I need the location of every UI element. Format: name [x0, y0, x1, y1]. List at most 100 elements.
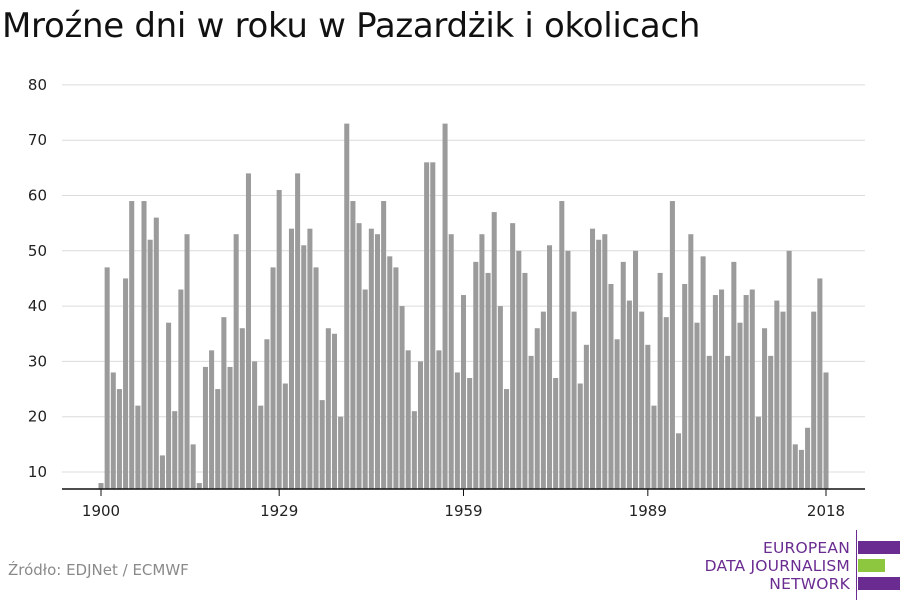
bar — [362, 289, 368, 489]
bar — [528, 355, 534, 489]
bar — [436, 350, 442, 489]
bar — [534, 328, 540, 489]
bar — [301, 245, 307, 489]
bar — [417, 361, 424, 489]
bar — [338, 416, 344, 489]
bar — [344, 123, 350, 490]
logo-bar-2 — [858, 559, 885, 572]
bar — [166, 322, 172, 489]
bar — [393, 267, 399, 489]
bar — [467, 377, 473, 489]
bar — [288, 228, 294, 489]
y-tick-label: 10 — [28, 463, 47, 481]
bar — [270, 267, 276, 489]
bar — [313, 267, 319, 489]
bar — [811, 311, 817, 489]
bar — [387, 256, 393, 489]
bar — [755, 416, 761, 489]
bar — [608, 283, 614, 489]
bar — [602, 234, 608, 489]
logo-bar-3 — [858, 577, 900, 590]
bar — [516, 250, 522, 489]
bar — [135, 405, 141, 489]
bar — [663, 317, 669, 489]
bar — [780, 311, 786, 489]
bar — [319, 400, 325, 489]
y-tick-label: 70 — [28, 131, 47, 149]
bar — [479, 234, 485, 489]
bar — [331, 333, 337, 489]
bar — [694, 322, 700, 489]
source-note: Źródło: EDJNet / ECMWF — [8, 561, 189, 579]
bar — [411, 411, 417, 489]
bar — [405, 350, 411, 489]
y-tick-label: 60 — [28, 187, 47, 205]
bar — [190, 444, 196, 489]
y-tick-label: 30 — [28, 352, 47, 370]
bar — [737, 322, 743, 489]
y-tick-label: 20 — [28, 408, 47, 426]
y-tick-label: 50 — [28, 242, 47, 260]
bar — [258, 405, 264, 489]
bars — [98, 123, 829, 490]
x-tick-label: 1959 — [444, 502, 482, 520]
bar — [399, 306, 405, 489]
bar — [245, 173, 251, 489]
bar — [639, 311, 645, 489]
bar — [215, 389, 221, 489]
bar — [381, 201, 387, 489]
bar — [540, 311, 546, 489]
bar — [669, 201, 675, 489]
bar — [749, 289, 755, 489]
bar — [798, 449, 804, 489]
bar — [233, 234, 239, 489]
bar — [356, 223, 362, 489]
bar — [503, 389, 510, 489]
bar — [731, 261, 737, 489]
bar — [522, 272, 528, 489]
bar — [565, 250, 571, 489]
bar — [239, 328, 245, 489]
bar — [110, 372, 116, 489]
logo-line-3: NETWORK — [769, 575, 850, 593]
bar — [325, 328, 331, 489]
bar — [645, 344, 651, 489]
bar — [626, 300, 632, 489]
bar — [817, 278, 823, 489]
bar — [368, 228, 374, 489]
bar — [768, 355, 774, 489]
bar — [159, 455, 165, 489]
bar — [792, 444, 798, 489]
chart-title: Mroźne dni w roku w Pazardżik i okolicac… — [2, 6, 701, 46]
bar — [442, 123, 448, 490]
bar — [774, 300, 780, 489]
bar — [559, 201, 565, 489]
logo-divider — [856, 530, 857, 600]
bar — [620, 261, 626, 489]
bar — [706, 355, 712, 489]
bar — [473, 261, 479, 489]
bar — [651, 405, 657, 489]
bar — [719, 289, 725, 489]
logo-bar-1 — [858, 541, 900, 554]
bar — [454, 372, 460, 489]
bar — [676, 433, 682, 489]
bar — [590, 228, 596, 489]
bar — [547, 245, 553, 489]
bar — [596, 239, 602, 489]
bar — [276, 189, 282, 489]
bar — [786, 250, 792, 489]
axes: 10 20 30 40 50 60 70 80 1900 1929 1959 1989 2018 — [28, 76, 865, 520]
bar — [221, 317, 227, 489]
bar — [430, 162, 436, 489]
bar — [209, 350, 215, 489]
bar — [116, 389, 122, 489]
bar — [184, 234, 190, 489]
y-tick-label: 80 — [28, 76, 47, 94]
bar — [424, 162, 430, 489]
bar — [743, 295, 749, 489]
bar — [196, 483, 202, 489]
bar — [307, 228, 313, 489]
bar — [633, 250, 639, 489]
